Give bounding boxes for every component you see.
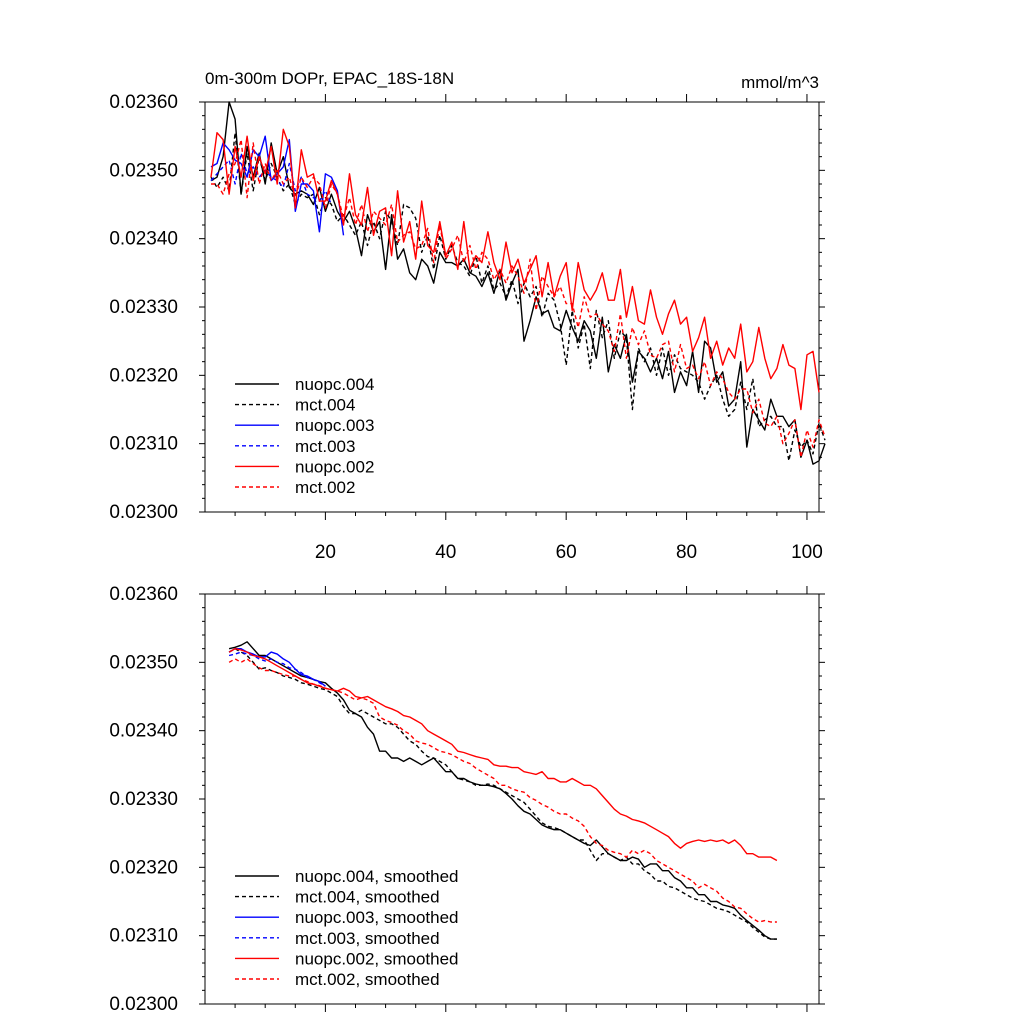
legend-label: nuopc.004 <box>295 375 374 394</box>
legend-label: nuopc.003 <box>295 416 374 435</box>
legend-label: mct.002 <box>295 478 355 497</box>
series-line-mct-002 <box>211 138 826 458</box>
y-tick-label: 0.02320 <box>109 857 178 878</box>
series-line-nuopc-002 <box>210 128 820 411</box>
series-line-mct-002-smoothed <box>228 658 777 923</box>
bottom-panel: 0.02300 0.02310 0.02320 0.02330 0.02340 0.023… <box>109 584 825 1015</box>
y-tick-label: 0.02350 <box>109 160 178 181</box>
series-line-nuopc-004 <box>210 101 826 465</box>
legend-label: mct.003 <box>295 437 355 456</box>
top-panel: 0.02300 0.02310 0.02320 0.02330 0.02340 0.023… <box>109 69 826 563</box>
series-line-nuopc-003-smoothed <box>228 648 326 687</box>
legend-label: nuopc.002 <box>295 457 374 476</box>
legend-label: mct.002, smoothed <box>295 970 440 989</box>
legend-label: mct.004 <box>295 396 355 415</box>
x-tick-label: 80 <box>676 542 697 563</box>
y-tick-label: 0.02310 <box>109 926 178 947</box>
y-tick-label: 0.02330 <box>109 297 178 318</box>
y-tick-label: 0.02320 <box>109 365 178 386</box>
legend-label: mct.004, smoothed <box>295 888 440 907</box>
chart-title: 0m-300m DOPr, EPAC_18S-18N <box>205 69 454 88</box>
legend-label: nuopc.004, smoothed <box>295 867 459 886</box>
y-tick-label: 0.02360 <box>109 584 178 605</box>
y-tick-label: 0.02330 <box>109 789 178 810</box>
y-tick-label: 0.02300 <box>109 502 178 523</box>
series-line-mct-003-smoothed <box>228 651 326 687</box>
legend-label: mct.003, smoothed <box>295 929 440 948</box>
y-tick-label: 0.02340 <box>109 721 178 742</box>
units-label: mmol/m^3 <box>741 73 819 92</box>
x-tick-label: 100 <box>791 542 823 563</box>
series-line-nuopc-002-smoothed <box>228 648 778 862</box>
y-tick-label: 0.02340 <box>109 229 178 250</box>
legend-label: nuopc.002, smoothed <box>295 949 459 968</box>
x-tick-label: 20 <box>315 542 336 563</box>
y-tick-label: 0.02300 <box>109 994 178 1015</box>
y-tick-label: 0.02360 <box>109 92 178 113</box>
y-tick-label: 0.02310 <box>109 434 178 455</box>
series-line-mct-003 <box>210 152 333 205</box>
series-line-nuopc-003 <box>210 135 345 236</box>
x-tick-label: 60 <box>556 542 577 563</box>
legend-label: nuopc.003, smoothed <box>295 908 459 927</box>
y-tick-label: 0.02350 <box>109 652 178 673</box>
x-tick-label: 40 <box>435 542 456 563</box>
